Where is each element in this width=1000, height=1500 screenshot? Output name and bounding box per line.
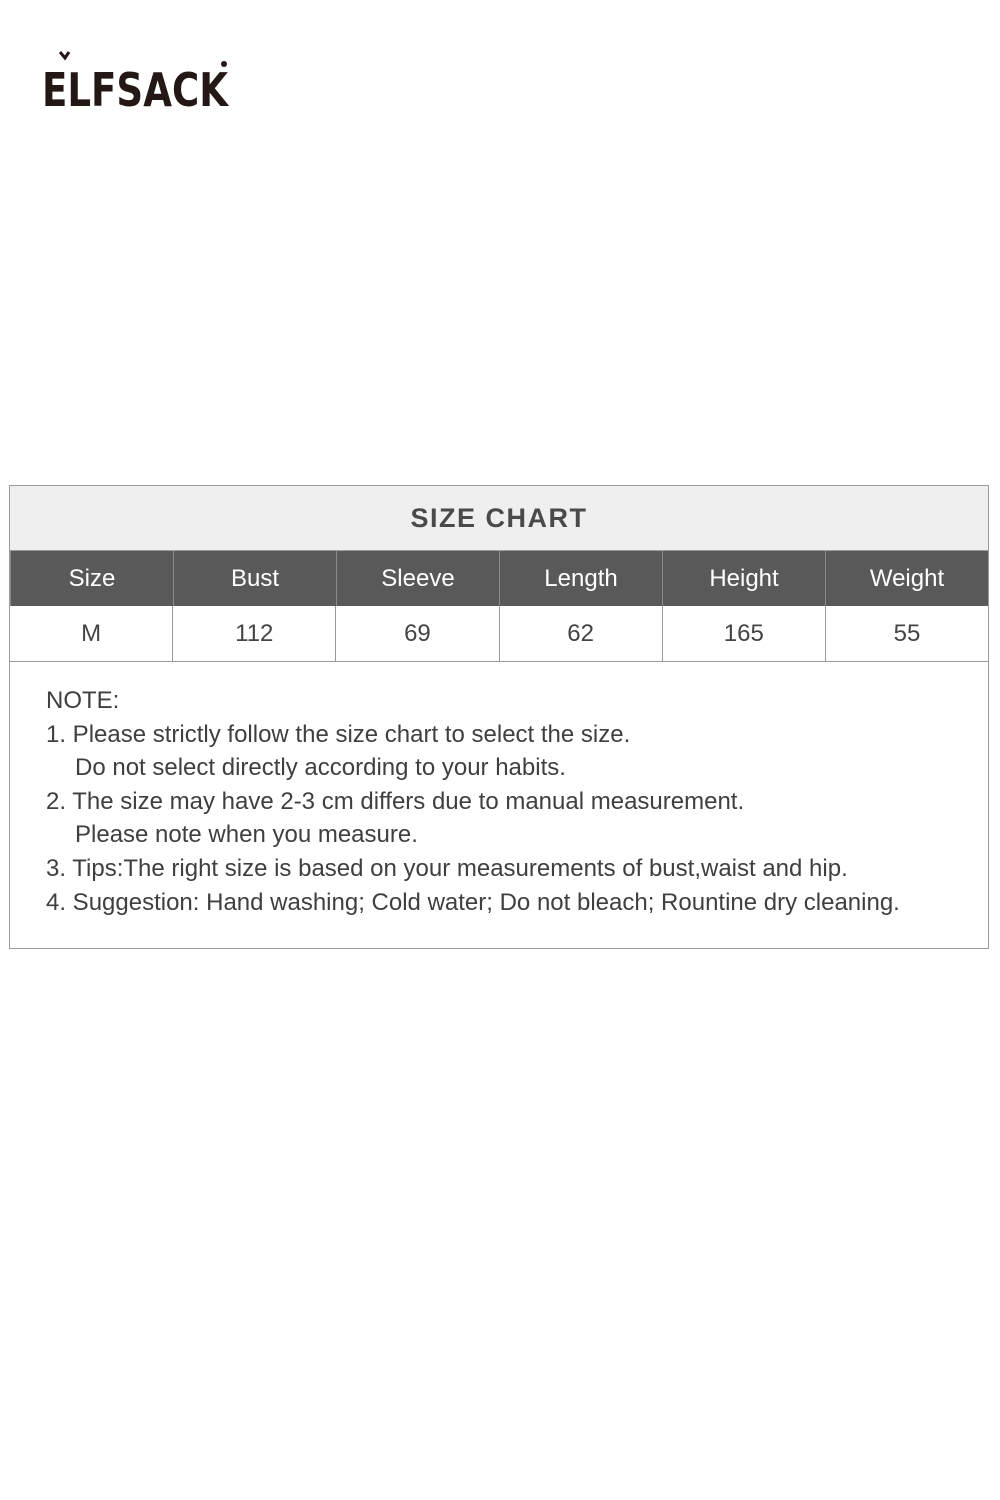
notes-heading: NOTE: xyxy=(46,687,120,714)
note-line: 1. Please strictly follow the size chart… xyxy=(46,720,631,748)
header-bust: Bust xyxy=(173,551,336,606)
note-line: Please note when you measure. xyxy=(75,821,418,849)
size-chart-title: SIZE CHART xyxy=(10,486,988,551)
note-line: 4. Suggestion: Hand washing; Cold water;… xyxy=(46,888,900,916)
header-length: Length xyxy=(499,551,662,606)
cell-size: M xyxy=(81,619,102,647)
cell-bust: 112 xyxy=(172,606,335,661)
cell-weight: 55 xyxy=(824,606,988,661)
brand-logo: ELFSACK xyxy=(42,51,230,115)
note-line: 3. Tips:The right size is based on your … xyxy=(46,854,848,882)
size-chart: SIZE CHART Size Bust Sleeve Length Heigh… xyxy=(9,485,989,949)
brand-logo-text: ELFSACK xyxy=(42,63,230,115)
note-line: Do not select directly according to your… xyxy=(75,754,566,782)
header-weight: Weight xyxy=(825,551,988,606)
cell-sleeve: 69 xyxy=(335,606,498,661)
note-line: 2. The size may have 2-3 cm differs due … xyxy=(46,787,745,815)
header-height: Height xyxy=(662,551,825,606)
cell-length: 62 xyxy=(498,606,662,661)
header-sleeve: Sleeve xyxy=(336,551,499,606)
table-row: M 112 69 62 165 55 xyxy=(10,606,988,662)
header-size: Size xyxy=(10,551,173,606)
size-chart-header-row: Size Bust Sleeve Length Height Weight xyxy=(10,551,988,606)
cell-height: 165 xyxy=(661,606,825,661)
notes-section: NOTE: 1. Please strictly follow the size… xyxy=(10,662,988,941)
